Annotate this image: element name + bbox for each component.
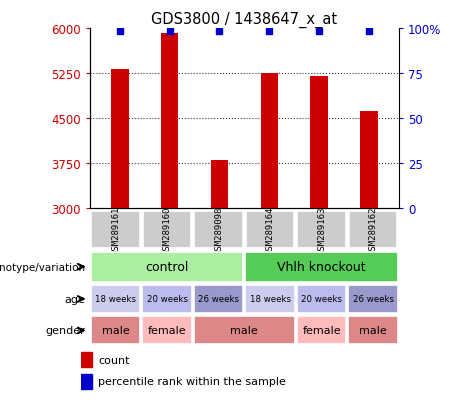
Text: percentile rank within the sample: percentile rank within the sample	[98, 377, 286, 387]
Bar	[260, 74, 278, 209]
Text: male: male	[102, 325, 130, 336]
Bar	[360, 112, 378, 209]
Bar	[194, 316, 295, 345]
Text: GSM289098: GSM289098	[214, 206, 223, 254]
Text: 20 weeks: 20 weeks	[147, 295, 188, 304]
Text: Vhlh knockout: Vhlh knockout	[277, 261, 366, 273]
Text: genotype/variation: genotype/variation	[0, 262, 85, 272]
Bar	[211, 161, 228, 209]
Bar	[195, 212, 243, 249]
Bar	[297, 212, 346, 249]
Bar	[297, 316, 346, 345]
Bar	[349, 212, 397, 249]
Bar	[91, 252, 243, 282]
Bar	[310, 77, 328, 209]
Text: male: male	[359, 325, 387, 336]
Text: 18 weeks: 18 weeks	[95, 295, 136, 304]
Text: 26 weeks: 26 weeks	[198, 295, 239, 304]
Bar	[91, 212, 140, 249]
Bar	[91, 285, 140, 313]
Text: GSM289164: GSM289164	[266, 206, 275, 254]
Bar	[111, 70, 129, 209]
Text: female: female	[302, 325, 341, 336]
Bar	[142, 316, 192, 345]
Text: 26 weeks: 26 weeks	[353, 295, 394, 304]
Text: male: male	[230, 325, 258, 336]
Bar	[161, 34, 178, 209]
Text: count: count	[98, 355, 130, 365]
Title: GDS3800 / 1438647_x_at: GDS3800 / 1438647_x_at	[151, 12, 337, 28]
Text: 20 weeks: 20 weeks	[301, 295, 342, 304]
Bar	[245, 285, 295, 313]
Bar	[245, 252, 398, 282]
Bar	[81, 374, 92, 389]
Bar	[143, 212, 191, 249]
Bar	[297, 285, 346, 313]
Text: female: female	[148, 325, 186, 336]
Text: gender: gender	[46, 325, 85, 336]
Text: age: age	[65, 294, 85, 304]
Bar	[349, 285, 398, 313]
Bar	[142, 285, 192, 313]
Text: 18 weeks: 18 weeks	[249, 295, 290, 304]
Text: GSM289161: GSM289161	[111, 206, 120, 254]
Bar	[349, 316, 398, 345]
Text: GSM289163: GSM289163	[317, 206, 326, 254]
Bar	[81, 353, 92, 367]
Bar	[194, 285, 243, 313]
Bar	[246, 212, 294, 249]
Text: control: control	[145, 261, 189, 273]
Text: GSM289162: GSM289162	[368, 206, 378, 254]
Text: GSM289160: GSM289160	[163, 206, 171, 254]
Bar	[91, 316, 140, 345]
